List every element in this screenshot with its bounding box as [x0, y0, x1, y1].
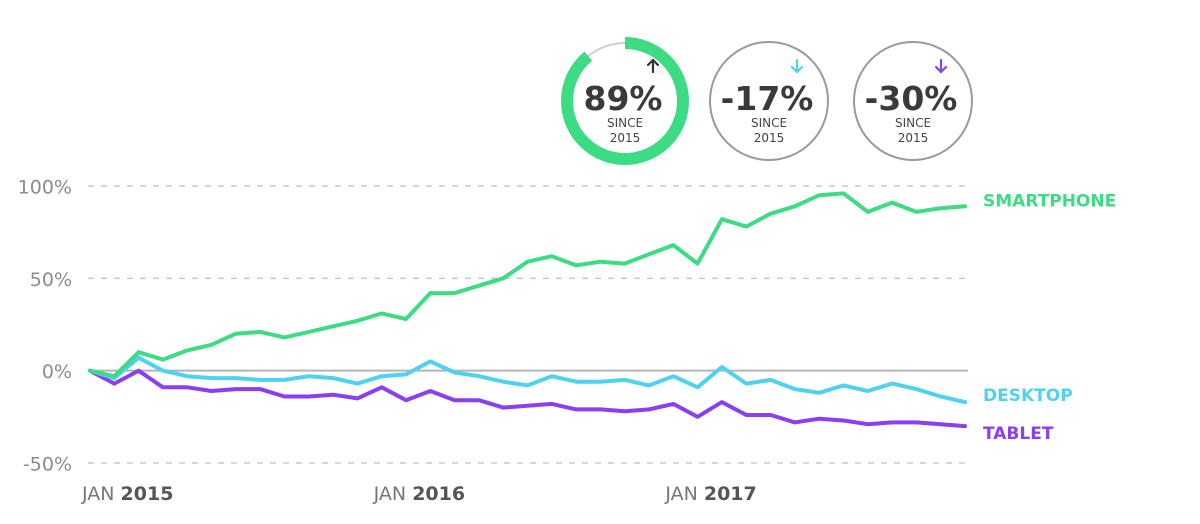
y-tick-label: 0% — [42, 361, 72, 383]
badge-caption-year: 2015 — [754, 131, 785, 145]
arrow-down-icon — [790, 58, 804, 74]
grid-layer — [88, 185, 968, 464]
series-label-desktop: DESKTOP — [983, 386, 1073, 406]
series-layer — [88, 191, 967, 429]
badge-progress-ring — [561, 37, 689, 165]
series-line-desktop — [88, 355, 967, 405]
y-tick-label: 100% — [18, 177, 72, 199]
badge-value: -17% — [721, 79, 814, 118]
x-tick-label: JAN 2016 — [373, 483, 465, 505]
y-tick-label: -50% — [23, 454, 72, 476]
badge-caption: SINCE — [751, 116, 787, 130]
tick-layer: 100% 50% 0% -50% JAN 2015 JAN 2016 JAN 2017 — [18, 177, 757, 506]
series-line-smartphone — [88, 191, 967, 379]
badge-caption-year: 2015 — [898, 131, 929, 145]
arrow-down-icon — [934, 58, 948, 74]
series-label-smartphone: SMARTPHONE — [983, 191, 1116, 211]
series-label-layer: SMARTPHONE DESKTOP TABLET — [983, 191, 1116, 444]
badge-caption: SINCE — [607, 116, 643, 130]
x-tick-label: JAN 2017 — [664, 483, 756, 505]
arrow-up-icon — [646, 58, 660, 74]
y-tick-label: 50% — [30, 269, 72, 291]
badge-caption-year: 2015 — [610, 131, 641, 145]
series-label-tablet: TABLET — [983, 424, 1054, 444]
badge-value: 89% — [584, 79, 663, 118]
x-tick-label: JAN 2015 — [81, 483, 173, 505]
badge-value: -30% — [865, 79, 958, 118]
series-line-tablet — [88, 368, 967, 429]
badge-caption: SINCE — [895, 116, 931, 130]
